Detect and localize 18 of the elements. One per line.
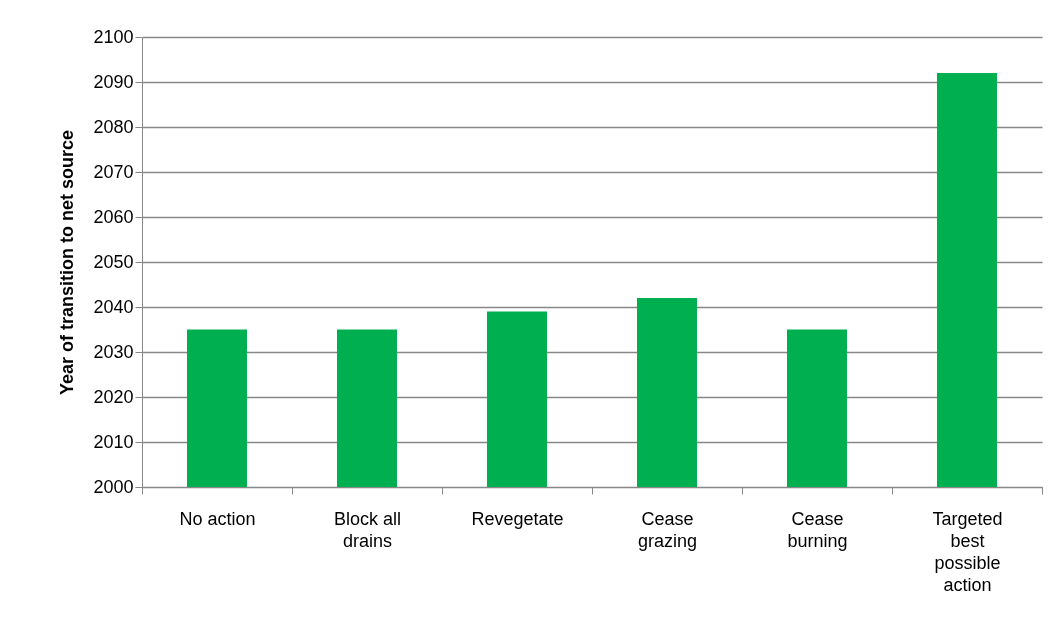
- y-tick-label: 2100: [93, 26, 134, 47]
- x-tick-label: Revegetate: [471, 508, 564, 529]
- y-tick-label: 2040: [93, 296, 134, 317]
- y-tick-label: 2060: [93, 206, 134, 227]
- y-tick-label: 2050: [93, 251, 134, 272]
- x-tick-label: Cease burning: [787, 508, 848, 551]
- x-tick-label: Targeted best possible action: [932, 508, 1003, 595]
- y-axis-title: Year of transition to net source: [57, 129, 78, 396]
- y-tick-label: 2070: [93, 161, 134, 182]
- x-tick-label: Cease grazing: [637, 508, 698, 551]
- x-tick-label: No action: [179, 508, 256, 529]
- y-tick-label: 2000: [93, 476, 134, 497]
- y-tick-label: 2020: [93, 386, 134, 407]
- y-tick-label: 2080: [93, 116, 134, 137]
- y-tick-label: 2090: [93, 71, 134, 92]
- y-tick-label: 2010: [93, 431, 134, 452]
- y-tick-label: 2030: [93, 341, 134, 362]
- x-tick-label: Block all drains: [333, 508, 402, 551]
